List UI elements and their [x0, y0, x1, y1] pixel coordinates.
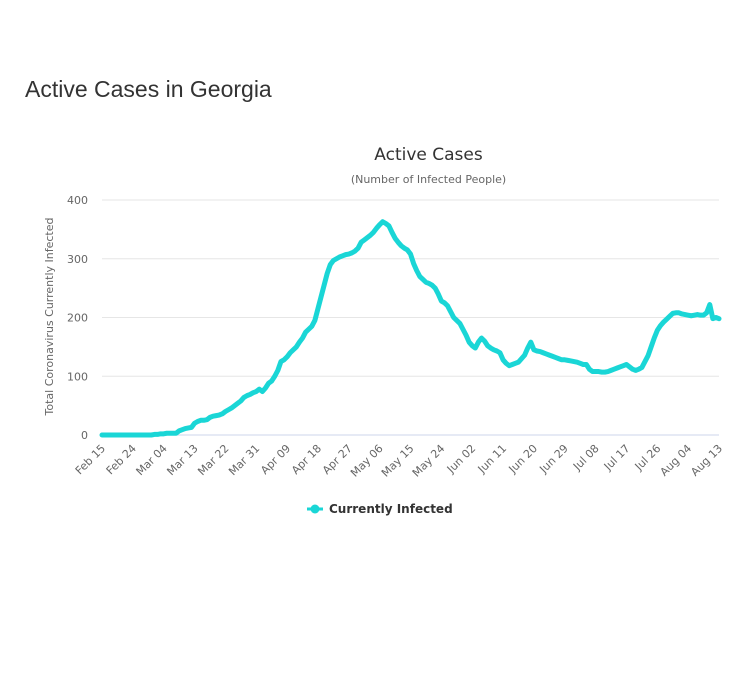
x-tick-label: Aug 04: [658, 442, 695, 479]
y-tick-label: 300: [67, 253, 88, 266]
x-tick-label: Feb 24: [104, 442, 139, 477]
x-tick-label: May 06: [348, 442, 386, 480]
y-axis-ticks: 0 100 200 300 400: [67, 194, 88, 442]
y-axis-title: Total Coronavirus Currently Infected: [43, 218, 56, 417]
x-tick-label: Mar 31: [226, 442, 262, 478]
legend-label: Currently Infected: [329, 502, 453, 516]
y-tick-label: 0: [81, 429, 88, 442]
x-tick-label: Jul 08: [570, 442, 602, 474]
x-tick-label: Jun 29: [536, 442, 570, 476]
x-tick-label: Mar 22: [195, 442, 231, 478]
y-tick-label: 400: [67, 194, 88, 207]
chart-title: Active Cases: [374, 145, 483, 165]
x-tick-label: Mar 13: [164, 442, 200, 478]
y-tick-label: 200: [67, 312, 88, 325]
x-tick-label: May 24: [410, 442, 448, 480]
x-tick-label: May 15: [379, 442, 417, 480]
x-tick-label: Jun 20: [506, 442, 540, 476]
x-tick-label: Jul 17: [601, 442, 633, 474]
page-heading: Active Cases in Georgia: [25, 76, 272, 102]
y-tick-label: 100: [67, 370, 88, 383]
x-tick-label: Mar 04: [134, 442, 170, 478]
grid-lines: [102, 199, 719, 377]
x-tick-label: Jun 02: [444, 442, 478, 476]
series-line-currently-infected[interactable]: [99, 219, 722, 438]
series-group: [99, 219, 722, 438]
x-tick-label: Aug 13: [688, 442, 725, 479]
legend-circle-icon: [310, 504, 320, 514]
x-tick-label: Apr 09: [258, 442, 293, 477]
legend[interactable]: Currently Infected: [307, 502, 453, 516]
x-tick-label: Feb 15: [73, 442, 108, 477]
chart-subtitle: (Number of Infected People): [351, 173, 506, 186]
x-tick-label: Apr 18: [289, 442, 324, 477]
x-tick-label: Jun 11: [475, 442, 509, 476]
